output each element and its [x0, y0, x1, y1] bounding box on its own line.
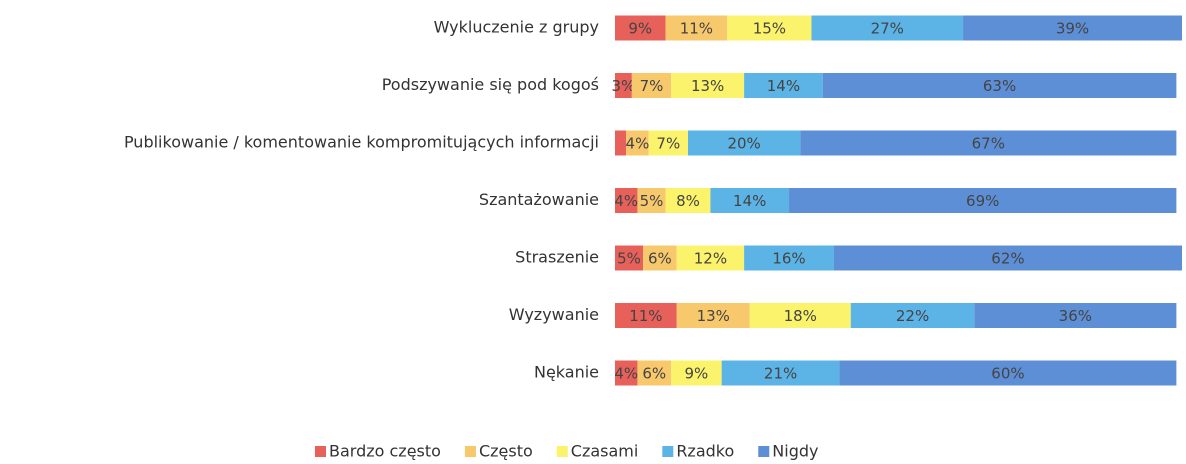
bar-segment — [839, 360, 1177, 386]
value-label: 4% — [626, 135, 650, 153]
value-label: 5% — [640, 192, 664, 210]
value-label: 20% — [727, 135, 760, 153]
value-label: 11% — [629, 307, 662, 325]
bar-segment — [822, 73, 1177, 98]
value-label: 36% — [1059, 307, 1092, 325]
bar-segment — [721, 360, 840, 386]
bar-segment — [631, 73, 672, 98]
value-label: 39% — [1056, 20, 1089, 38]
value-label: 4% — [614, 192, 638, 210]
bar-segment — [744, 245, 834, 271]
value-label: 27% — [871, 20, 904, 38]
bar-segment — [665, 15, 728, 41]
bar-segment — [676, 245, 745, 271]
bar-segment — [643, 245, 677, 271]
bar-segment — [800, 130, 1177, 156]
value-label: 62% — [991, 250, 1024, 268]
legend-swatch — [464, 446, 476, 457]
legend-swatch — [556, 446, 568, 457]
bar-segment — [615, 73, 632, 98]
bar-segment — [687, 130, 801, 156]
value-label: 13% — [691, 77, 724, 95]
value-label: 9% — [685, 365, 709, 383]
bar-segment — [811, 15, 964, 41]
category-label: Wyzywanie — [509, 305, 599, 324]
bar-segment — [710, 188, 790, 213]
bar-segment — [615, 360, 638, 386]
category-label: Nękanie — [534, 363, 599, 382]
bar-segment — [749, 303, 851, 328]
bar-segment — [615, 130, 627, 156]
value-label: 6% — [642, 365, 666, 383]
bar-segment — [637, 188, 666, 213]
bar-segment — [637, 360, 672, 386]
bar-segment — [671, 73, 745, 98]
value-label: 13% — [697, 307, 730, 325]
value-label: 6% — [648, 250, 672, 268]
bar-segment — [744, 73, 823, 98]
bar-segment — [676, 303, 750, 328]
value-label: 14% — [733, 192, 766, 210]
category-label: Szantażowanie — [479, 190, 599, 209]
legend-swatch — [315, 446, 326, 457]
category-label: Straszenie — [515, 248, 599, 267]
bar-segment — [727, 15, 812, 41]
bar-segment — [615, 303, 677, 328]
value-label: 4% — [614, 365, 638, 383]
bar-segment — [963, 15, 1182, 41]
bar-segment — [850, 303, 975, 328]
value-label: 22% — [896, 307, 929, 325]
legend-label: Rzadko — [676, 442, 734, 461]
category-label: Wykluczenie z grupy — [434, 18, 599, 37]
legend-label: Nigdy — [772, 442, 818, 461]
value-label: 18% — [784, 307, 817, 325]
value-label: 7% — [656, 135, 680, 153]
category-label: Publikowanie / komentowanie kompromitują… — [124, 133, 599, 152]
value-label: 3% — [612, 77, 636, 95]
value-label: 21% — [764, 365, 797, 383]
legend-label: Czasami — [571, 442, 639, 461]
legend-swatch — [662, 446, 674, 457]
legend-label: Często — [479, 442, 533, 461]
value-label: 8% — [676, 192, 700, 210]
value-label: 67% — [972, 135, 1005, 153]
value-label: 16% — [772, 250, 805, 268]
legend-swatch — [758, 446, 770, 457]
bar-segment — [974, 303, 1177, 328]
value-label: 60% — [991, 365, 1024, 383]
value-label: 15% — [753, 20, 786, 38]
bar-segment — [615, 188, 638, 213]
legend-label: Bardzo często — [329, 442, 441, 461]
bar-segment — [648, 130, 688, 156]
category-label: Podszywanie się pod kogoś — [382, 75, 599, 94]
value-label: 9% — [628, 20, 652, 38]
value-label: 69% — [966, 192, 999, 210]
bar-segment — [615, 245, 644, 271]
value-label: 14% — [767, 77, 800, 95]
value-label: 12% — [694, 250, 727, 268]
bar-segment — [626, 130, 649, 156]
value-label: 5% — [617, 250, 641, 268]
bar-segment — [665, 188, 711, 213]
bar-segment — [615, 15, 666, 41]
bar-segment — [789, 188, 1177, 213]
bar-segment — [671, 360, 722, 386]
value-label: 11% — [680, 20, 713, 38]
bar-segment — [833, 245, 1182, 271]
value-label: 63% — [983, 77, 1016, 95]
value-label: 7% — [640, 77, 664, 95]
